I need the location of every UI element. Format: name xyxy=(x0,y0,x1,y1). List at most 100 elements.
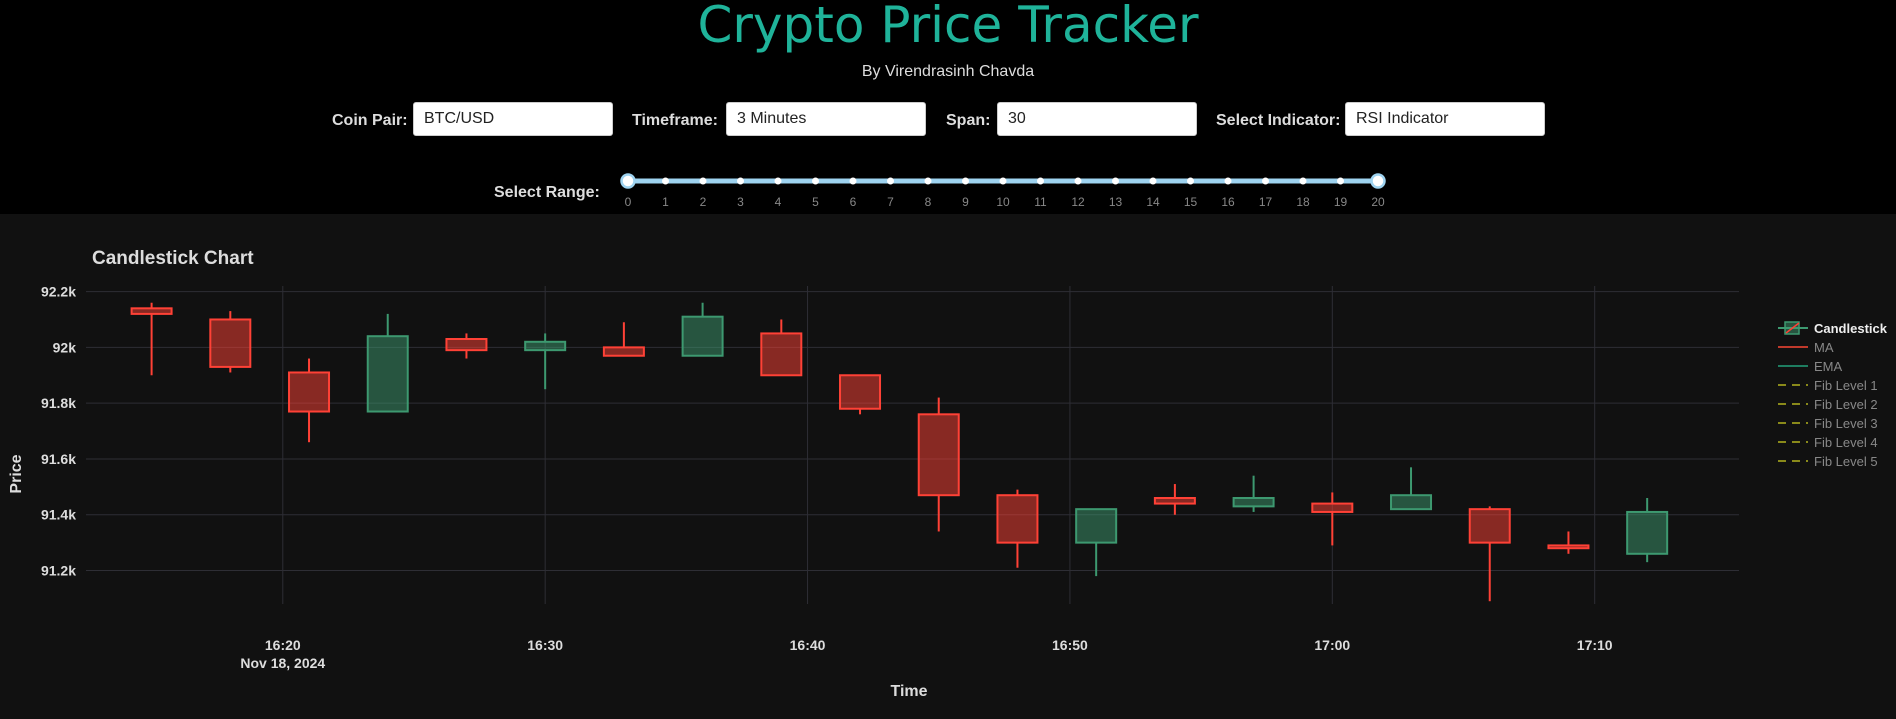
slider-dot xyxy=(812,177,819,185)
slider-dot xyxy=(1337,177,1344,185)
legend-item[interactable]: Candlestick xyxy=(1778,321,1888,336)
x-tick-label: 16:30 xyxy=(527,637,563,653)
candle xyxy=(288,358,331,443)
candle-body xyxy=(1232,497,1275,508)
candle xyxy=(1153,484,1196,515)
candle-body xyxy=(366,335,409,413)
indicator-select[interactable]: RSI Indicator xyxy=(1345,102,1545,136)
slider-dot xyxy=(1037,177,1044,185)
slider-dot xyxy=(699,177,707,185)
candle xyxy=(1232,475,1275,512)
candle xyxy=(209,311,252,373)
candle xyxy=(839,374,882,415)
slider-handle[interactable] xyxy=(620,173,636,189)
legend-item[interactable]: Fib Level 3 xyxy=(1778,416,1878,431)
y-tick-label: 91.8k xyxy=(41,395,76,411)
slider-dot xyxy=(849,177,857,185)
slider-tick-label: 16 xyxy=(1221,195,1235,209)
timeframe-input[interactable]: 3 Minutes xyxy=(726,102,926,136)
slider-dot xyxy=(999,177,1007,185)
page-title: Crypto Price Tracker xyxy=(697,0,1199,54)
x-tick-label: 17:00 xyxy=(1314,637,1350,653)
slider-tick-label: 15 xyxy=(1184,195,1198,209)
candle-body xyxy=(602,346,645,357)
slider-tick-label: 5 xyxy=(812,195,819,209)
candle xyxy=(1311,492,1354,546)
slider-dot xyxy=(1112,177,1119,185)
candle xyxy=(1547,531,1590,554)
candle-body xyxy=(209,318,252,368)
candle xyxy=(760,319,803,377)
slider-tick-label: 10 xyxy=(996,195,1010,209)
chart-title: Candlestick Chart xyxy=(92,248,254,269)
slider-tick-label: 14 xyxy=(1146,195,1160,209)
legend-label: EMA xyxy=(1814,359,1843,374)
slider-tick-label: 1 xyxy=(662,195,669,209)
slider-dot xyxy=(737,177,744,185)
range-slider[interactable]: 0 1 2 3 4 5 6 7 8 9 10 11 12 13 14 15 16 17 18 19 20 xyxy=(0,0,1896,214)
slider-handle[interactable] xyxy=(1370,173,1386,189)
candle xyxy=(1075,508,1118,577)
candle xyxy=(445,333,488,359)
slider-tick-label: 13 xyxy=(1109,195,1123,209)
candle-body xyxy=(1153,497,1196,505)
range-label: Select Range: xyxy=(494,184,600,201)
slider-dot xyxy=(962,177,969,185)
slider-dot xyxy=(1224,177,1232,185)
candle xyxy=(524,333,567,390)
y-tick-label: 92k xyxy=(53,339,77,355)
candle-body xyxy=(130,307,173,315)
x-tick-label: 16:50 xyxy=(1052,637,1088,653)
legend-item[interactable]: Fib Level 5 xyxy=(1778,454,1878,469)
y-tick-label: 92.2k xyxy=(41,284,76,300)
y-axis-label: Price xyxy=(8,454,25,493)
x-tick-label: 17:10 xyxy=(1577,637,1613,653)
slider-tick-label: 2 xyxy=(700,195,707,209)
x-axis-label: Time xyxy=(890,683,927,700)
slider-tick-label: 9 xyxy=(962,195,969,209)
slider-dot xyxy=(1262,177,1269,185)
slider-tick-label: 11 xyxy=(1034,195,1047,209)
slider-dot xyxy=(1074,177,1082,185)
slider-tick-label: 0 xyxy=(625,195,632,209)
span-input[interactable]: 30 xyxy=(997,102,1197,136)
legend-item[interactable]: MA xyxy=(1778,340,1834,355)
slider-dot xyxy=(887,177,894,185)
indicator-label: Select Indicator: xyxy=(1216,112,1341,129)
controls-bar: Coin Pair: BTC/USD Timeframe: 3 Minutes … xyxy=(0,102,1896,138)
legend-item[interactable]: Fib Level 2 xyxy=(1778,397,1878,412)
slider-dot xyxy=(1149,177,1157,185)
x-tick-label: 16:40 xyxy=(790,637,826,653)
candle-body xyxy=(681,315,724,357)
candle xyxy=(1390,467,1433,511)
slider-dot xyxy=(1187,177,1194,185)
slider-dot xyxy=(662,177,669,185)
legend-candle-slash xyxy=(1785,322,1800,334)
legend-label: Fib Level 1 xyxy=(1814,378,1878,393)
slider-tick-label: 6 xyxy=(850,195,857,209)
legend-item[interactable]: EMA xyxy=(1778,359,1843,374)
y-tick-label: 91.6k xyxy=(41,451,76,467)
span-label: Span: xyxy=(946,112,991,129)
candle xyxy=(1626,498,1669,563)
candle-body xyxy=(996,494,1039,544)
slider-tick-label: 18 xyxy=(1296,195,1310,209)
y-tick-label: 91.2k xyxy=(41,563,76,579)
timeframe-label: Timeframe: xyxy=(632,112,718,129)
candle-body xyxy=(1468,508,1511,544)
slider-dot xyxy=(924,177,932,185)
slider-dot xyxy=(774,177,782,185)
legend-item[interactable]: Fib Level 4 xyxy=(1778,435,1878,450)
candle xyxy=(917,397,960,532)
coin-pair-input[interactable]: BTC/USD xyxy=(413,102,613,136)
candle xyxy=(602,322,645,357)
candle xyxy=(681,302,724,357)
candle xyxy=(996,489,1039,568)
legend-label: Candlestick xyxy=(1814,321,1888,336)
candle-body xyxy=(1390,494,1433,511)
legend-item[interactable]: Fib Level 1 xyxy=(1778,378,1878,393)
legend-label: Fib Level 2 xyxy=(1814,397,1878,412)
slider-tick-label: 19 xyxy=(1334,195,1348,209)
slider-dot xyxy=(1299,177,1307,185)
